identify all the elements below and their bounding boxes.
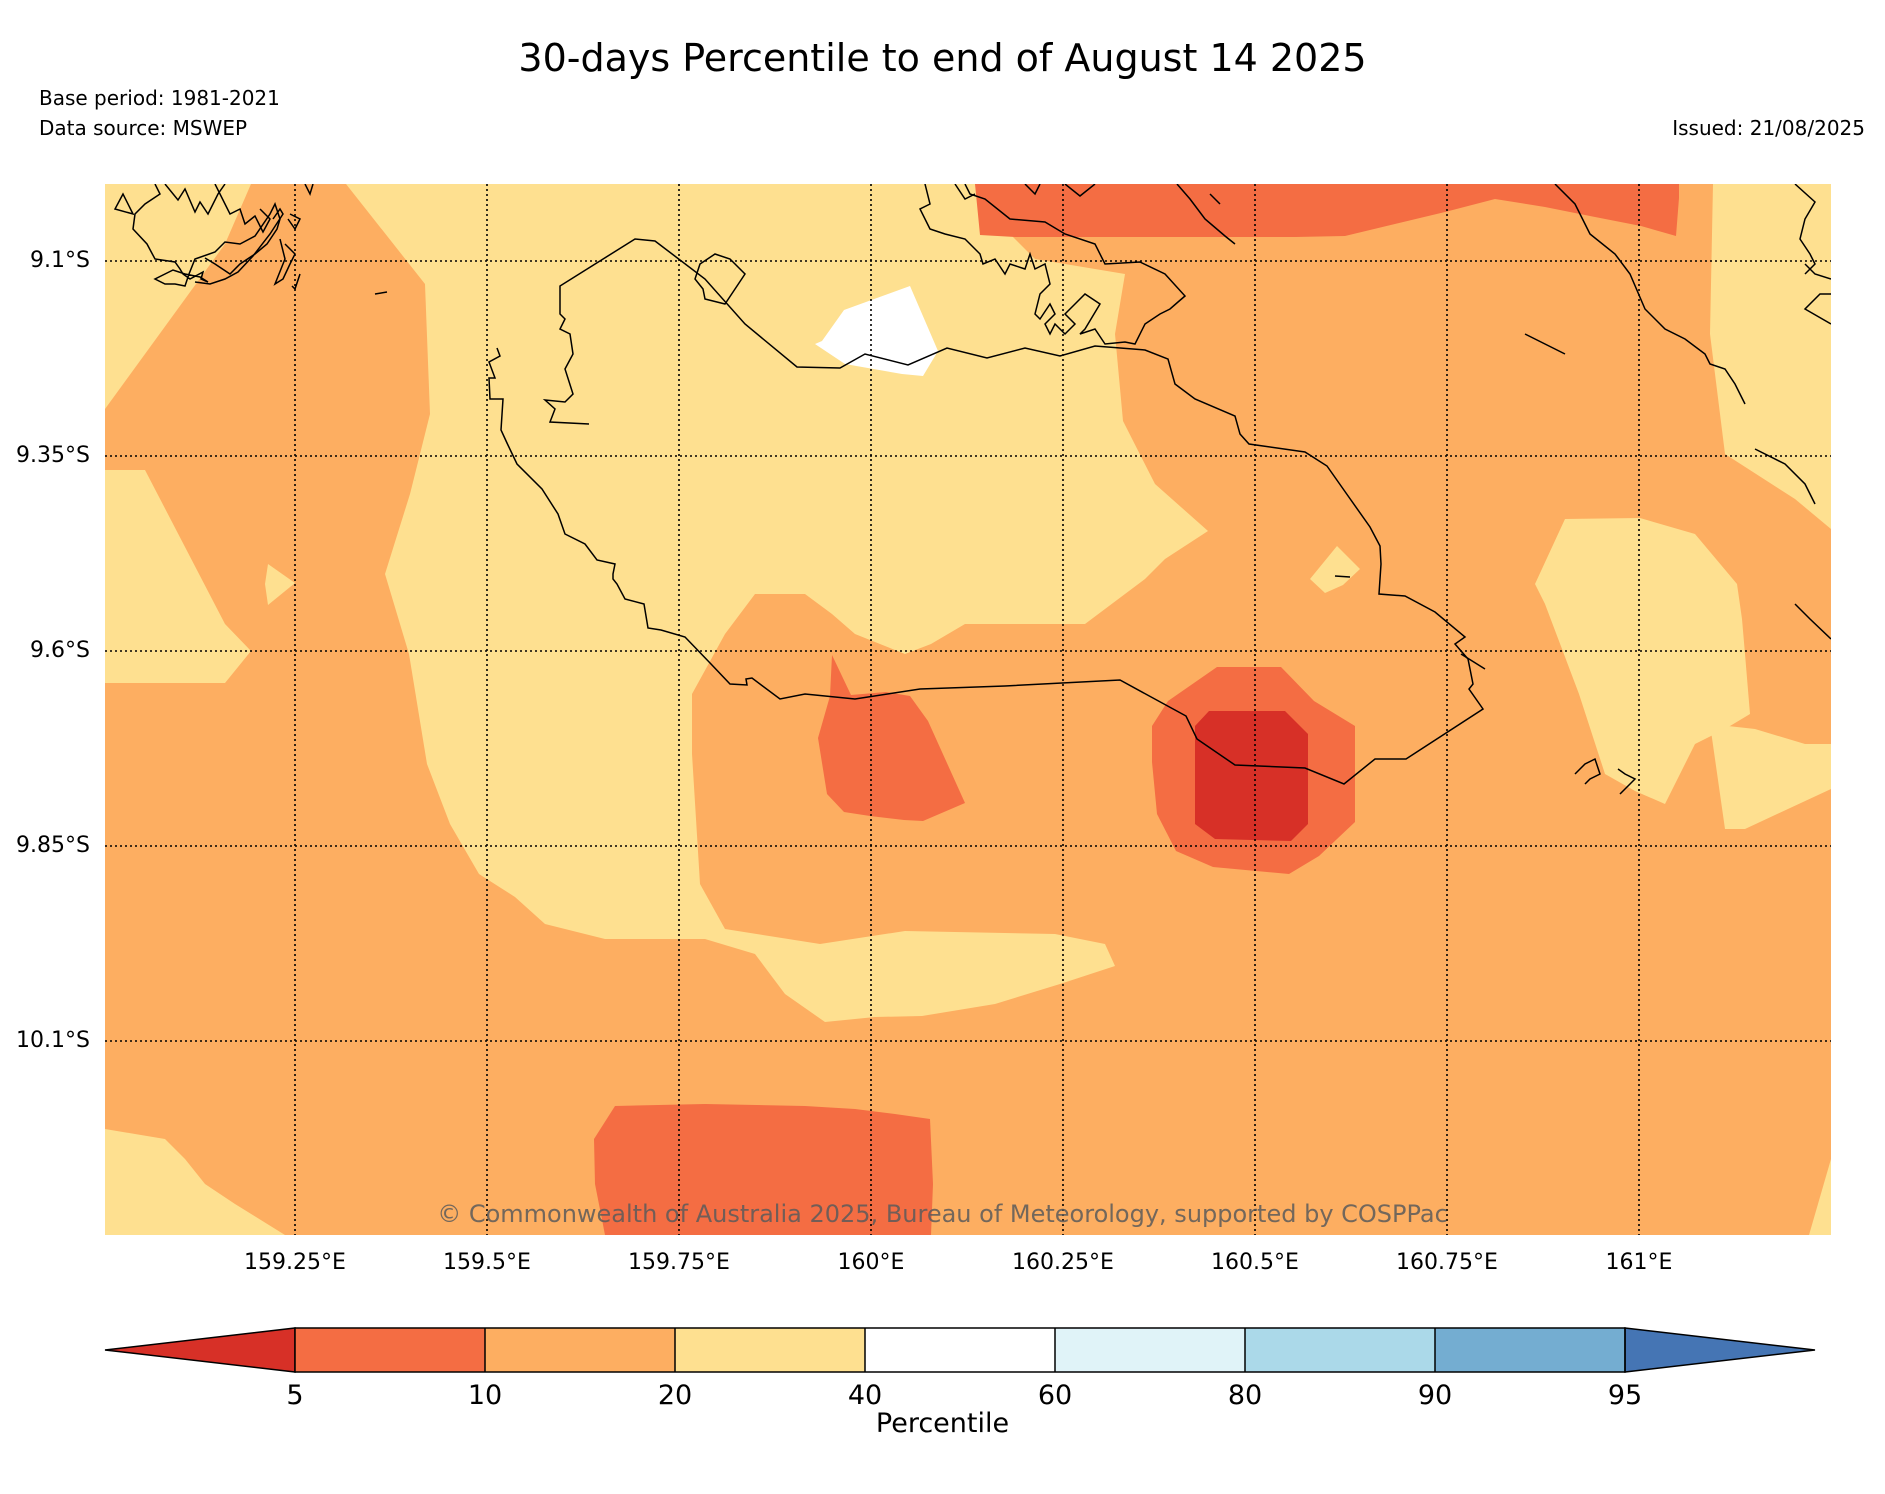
colorbar-outline: [294, 1327, 1626, 1373]
colorbar-label: Percentile: [875, 1408, 1010, 1439]
colorbar-segment: [1624, 1327, 1816, 1373]
region-40-60: [815, 286, 938, 376]
map-svg: [105, 184, 1831, 1235]
colorbar: [104, 1327, 1816, 1373]
regions-20-40: [105, 184, 1831, 1235]
colorbar-segment: [1055, 1328, 1245, 1372]
colorbar-segment: [295, 1328, 485, 1372]
colorbar-tick: 20: [657, 1380, 693, 1411]
lon-tick-label: 160.5°E: [1211, 1250, 1299, 1275]
lon-tick-label: 159.25°E: [244, 1250, 346, 1275]
colorbar-tick: 80: [1227, 1380, 1263, 1411]
lat-tick-label: 10.1°S: [16, 1028, 90, 1053]
map-panel: [105, 184, 1831, 1235]
colorbar-segment: [104, 1327, 296, 1373]
copyright-notice: © Commonwealth of Australia 2025, Bureau…: [437, 1200, 1448, 1228]
colorbar-segment: [865, 1328, 1055, 1372]
lon-tick-label: 160°E: [837, 1250, 905, 1275]
colorbar-segment: [1245, 1328, 1435, 1372]
lon-tick-label: 160.25°E: [1012, 1250, 1114, 1275]
lon-tick-label: 160.75°E: [1396, 1250, 1498, 1275]
data-source: Data source: MSWEP: [39, 116, 248, 140]
lon-tick-label: 159.5°E: [443, 1250, 531, 1275]
gridlines: [105, 184, 1831, 1235]
colorbar-tick: 5: [286, 1380, 304, 1411]
colorbar-tick: 10: [467, 1380, 503, 1411]
lon-tick-label: 159.75°E: [628, 1250, 730, 1275]
issued-date: Issued: 21/08/2025: [1672, 116, 1865, 140]
coastlines: [113, 184, 1831, 795]
lat-tick-label: 9.6°S: [30, 638, 90, 663]
colorbar-tick: 60: [1037, 1380, 1073, 1411]
colorbar-tick: 40: [847, 1380, 883, 1411]
colorbar-tick: 90: [1417, 1380, 1453, 1411]
base-period: Base period: 1981-2021: [39, 86, 280, 110]
colorbar-segment: [485, 1328, 675, 1372]
lat-tick-label: 9.85°S: [16, 833, 90, 858]
colorbar-tick: 95: [1607, 1380, 1643, 1411]
map-title: 30-days Percentile to end of August 14 2…: [518, 36, 1367, 80]
colorbar-segment: [675, 1328, 865, 1372]
lat-tick-label: 9.35°S: [16, 443, 90, 468]
region-below-5: [1195, 711, 1308, 841]
lon-tick-label: 161°E: [1605, 1250, 1673, 1275]
colorbar-segment: [1435, 1328, 1625, 1372]
lat-tick-label: 9.1°S: [30, 248, 90, 273]
